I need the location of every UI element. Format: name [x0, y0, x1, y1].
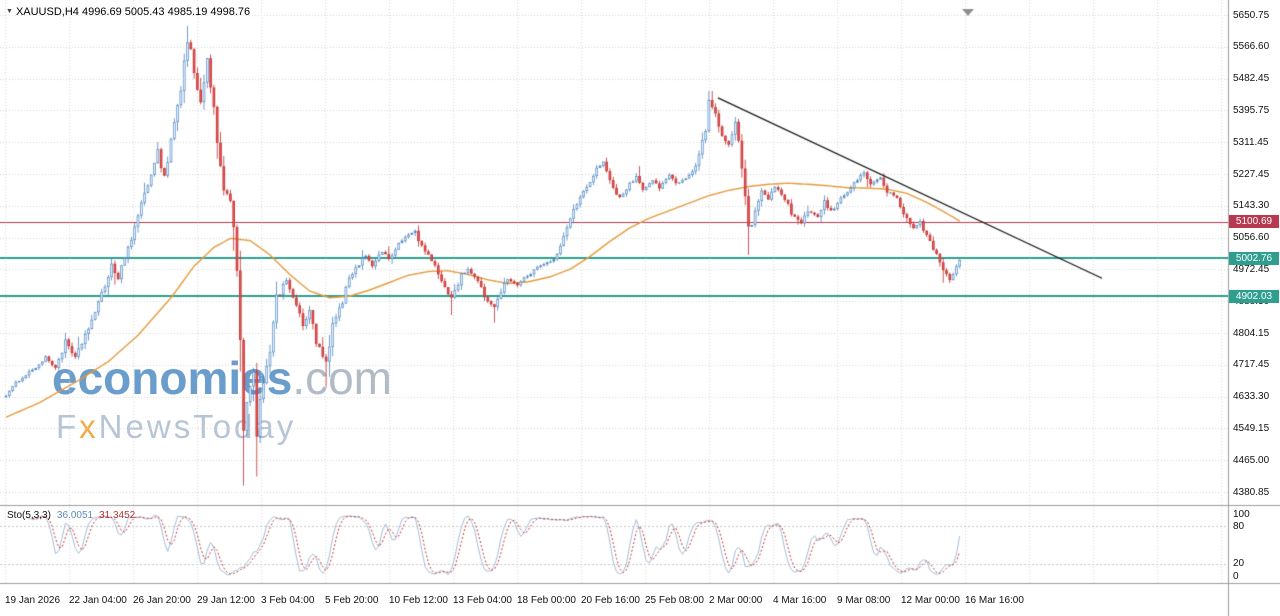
price-axis-label: 4972.45 — [1233, 263, 1270, 275]
indicator-d-value: 31.3452 — [99, 510, 136, 521]
time-axis-label: 9 Mar 08:00 — [837, 595, 891, 606]
indicator-axis-label: 100 — [1233, 508, 1250, 520]
time-axis-label: 16 Mar 16:00 — [965, 595, 1024, 606]
time-axis-label: 22 Jan 04:00 — [69, 595, 127, 606]
price-level-tag[interactable]: 5002.76 — [1229, 251, 1279, 265]
time-axis-label: 25 Feb 08:00 — [645, 595, 704, 606]
time-axis-label: 10 Feb 12:00 — [389, 595, 448, 606]
time-axis-label: 19 Jan 2026 — [5, 595, 61, 606]
price-axis-label: 4633.30 — [1233, 391, 1270, 403]
price-axis-label: 4717.45 — [1233, 359, 1270, 371]
indicator-axis-label: 80 — [1233, 520, 1245, 532]
time-axis-label: 18 Feb 00:00 — [517, 595, 576, 606]
indicator-name: Sto(5,3,3) — [7, 510, 51, 521]
time-axis-label: 5 Feb 20:00 — [325, 595, 379, 606]
time-axis-label: 4 Mar 16:00 — [773, 595, 827, 606]
price-axis-label: 4804.15 — [1233, 327, 1270, 339]
time-axis-label: 13 Feb 04:00 — [453, 595, 512, 606]
time-axis-label: 3 Feb 04:00 — [261, 595, 315, 606]
price-axis-label: 5311.45 — [1233, 136, 1269, 148]
price-axis-label: 5650.75 — [1233, 9, 1270, 21]
price-level-tag[interactable]: 4902.03 — [1229, 289, 1279, 303]
price-level-tag[interactable]: 5100.69 — [1229, 215, 1279, 229]
time-axis-label: 20 Feb 16:00 — [581, 595, 640, 606]
price-axis-label: 5395.75 — [1233, 104, 1270, 116]
price-axis-label: 4380.85 — [1233, 486, 1270, 498]
price-axis-label: 5227.45 — [1233, 168, 1270, 180]
dropdown-triangle-icon[interactable]: ▼ — [6, 8, 13, 15]
time-axis-label: 12 Mar 00:00 — [901, 595, 960, 606]
chart-title: ▼ XAUUSD,H4 4996.69 5005.43 4985.19 4998.… — [6, 6, 250, 18]
price-axis-label: 4549.15 — [1233, 422, 1270, 434]
price-axis-label: 5056.60 — [1233, 232, 1270, 244]
time-axis-label: 29 Jan 12:00 — [197, 595, 255, 606]
time-axis-label: 2 Mar 00:00 — [709, 595, 763, 606]
indicator-axis-label: 20 — [1233, 558, 1245, 570]
price-axis-label: 5566.60 — [1233, 41, 1270, 53]
price-axis-label: 5482.45 — [1233, 73, 1270, 85]
time-axis-label: 26 Jan 20:00 — [133, 595, 191, 606]
price-axis-label: 5143.30 — [1233, 200, 1270, 212]
indicator-axis-label: 0 — [1233, 570, 1239, 582]
indicator-k-value: 36.0051 — [56, 510, 94, 521]
price-axis-label: 4465.00 — [1233, 454, 1270, 466]
chart-title-text: XAUUSD,H4 4996.69 5005.43 4985.19 4998.7… — [15, 6, 251, 18]
indicator-label: Sto(5,3,3) 36.0051 31.3452 — [7, 510, 135, 521]
